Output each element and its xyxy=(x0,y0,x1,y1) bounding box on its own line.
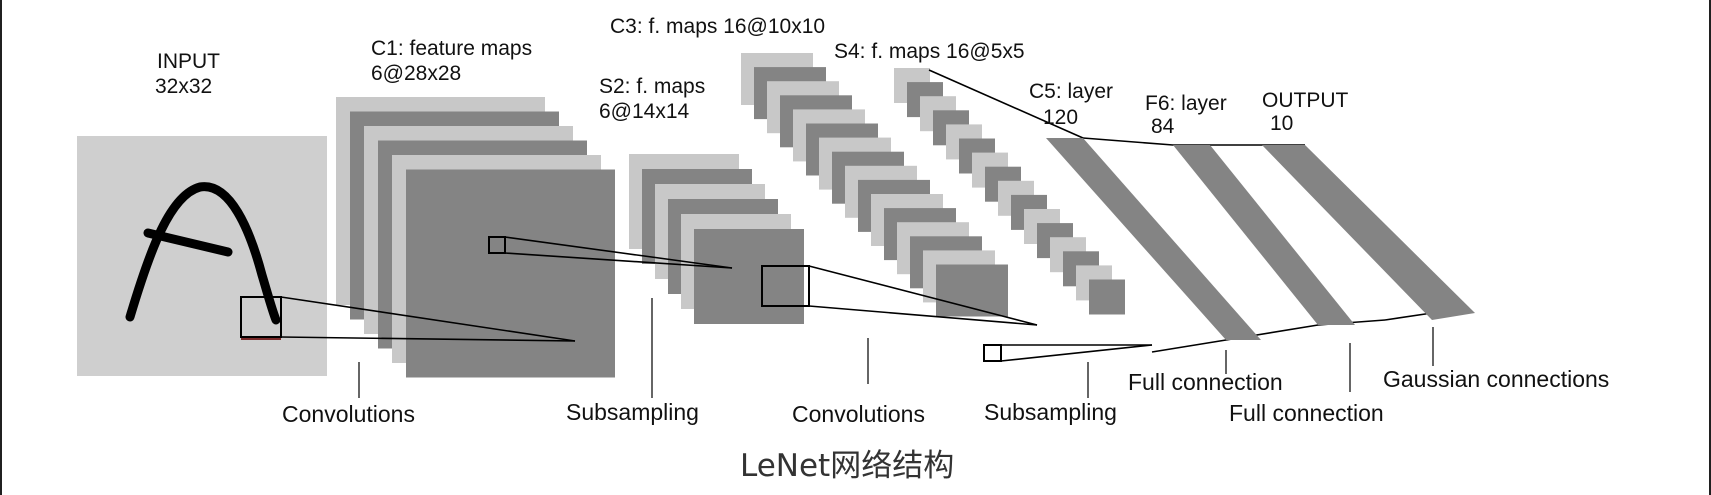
s4-window xyxy=(983,344,1002,362)
f6-layer-strip xyxy=(1173,145,1355,325)
subsampling-label-2: Subsampling xyxy=(984,399,1117,425)
figure-caption: LeNet网络结构 xyxy=(740,448,954,484)
gaussian-connections-label: Gaussian connections xyxy=(1383,366,1609,392)
c1-map-6 xyxy=(406,169,615,378)
c1-label: C1: feature maps xyxy=(371,37,532,60)
convolutions-label-2: Convolutions xyxy=(792,401,925,427)
output-size-label: 10 xyxy=(1270,112,1293,135)
output-layer-strip xyxy=(1262,145,1475,320)
c5-layer-strip xyxy=(1046,138,1261,340)
input-size-label: 32x32 xyxy=(155,75,212,98)
output-label: OUTPUT xyxy=(1262,89,1349,112)
s2-size-label: 6@14x14 xyxy=(599,100,690,123)
feature-map-stacks xyxy=(336,53,1125,378)
c3-label: C3: f. maps 16@10x10 xyxy=(610,15,825,38)
s2-label: S2: f. maps xyxy=(599,75,705,98)
convolutions-label-1: Convolutions xyxy=(282,401,415,427)
full-connection-label-2: Full connection xyxy=(1229,400,1384,426)
letter-a-crossbar xyxy=(143,228,233,257)
c1-size-label: 6@28x28 xyxy=(371,62,461,85)
full-connection-label-1: Full connection xyxy=(1128,369,1283,395)
s2-map-6 xyxy=(694,229,804,324)
f6-size-label: 84 xyxy=(1151,115,1175,138)
input-image xyxy=(77,136,327,376)
s2-window xyxy=(761,265,810,307)
c5-label: C5: layer xyxy=(1029,80,1113,103)
f6-label: F6: layer xyxy=(1145,92,1227,115)
subsampling-label-1: Subsampling xyxy=(566,399,699,425)
left-border xyxy=(0,0,2,495)
s4-label: S4: f. maps 16@5x5 xyxy=(834,40,1025,63)
s4-map-16 xyxy=(1089,279,1125,315)
c5-size-label: 120 xyxy=(1043,106,1078,129)
operation-ticks xyxy=(358,298,1434,398)
input-label: INPUT xyxy=(157,50,220,73)
input-window xyxy=(240,296,282,338)
letter-a-stroke xyxy=(125,182,281,325)
right-border xyxy=(1709,0,1711,495)
c1-window xyxy=(488,236,506,254)
